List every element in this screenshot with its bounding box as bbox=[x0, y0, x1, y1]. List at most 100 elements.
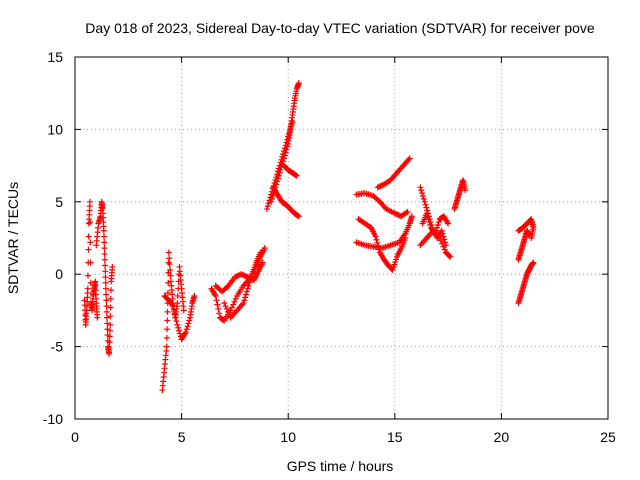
data-point bbox=[232, 295, 239, 302]
data-point bbox=[191, 292, 198, 299]
series-arc-19 bbox=[451, 177, 469, 213]
data-point bbox=[447, 253, 454, 260]
data-point bbox=[423, 204, 430, 211]
x-tick-label: 15 bbox=[387, 429, 403, 445]
data-point bbox=[102, 279, 109, 286]
data-point bbox=[241, 297, 248, 304]
data-point bbox=[246, 279, 253, 286]
data-point bbox=[438, 227, 445, 234]
data-point bbox=[446, 252, 453, 259]
data-point bbox=[435, 219, 442, 226]
data-point bbox=[418, 187, 425, 194]
data-point bbox=[100, 227, 107, 234]
data-point bbox=[287, 124, 294, 131]
data-point bbox=[107, 321, 114, 328]
data-point bbox=[425, 216, 432, 223]
data-point bbox=[186, 317, 193, 324]
data-point bbox=[106, 339, 113, 346]
data-point bbox=[441, 246, 448, 253]
data-point bbox=[222, 303, 229, 310]
data-point bbox=[106, 327, 113, 334]
data-point bbox=[109, 263, 116, 270]
series-arc-1 bbox=[81, 198, 101, 328]
data-point bbox=[164, 317, 171, 324]
data-point bbox=[373, 236, 380, 243]
data-point bbox=[376, 246, 383, 253]
data-point bbox=[167, 272, 174, 279]
y-tick-label: 5 bbox=[55, 194, 63, 210]
series-arc-4 bbox=[161, 292, 198, 343]
data-point bbox=[248, 274, 255, 281]
data-point bbox=[271, 179, 278, 186]
series-arc-3 bbox=[159, 249, 187, 394]
data-point bbox=[87, 219, 94, 226]
data-point bbox=[257, 249, 264, 256]
x-tick-label: 20 bbox=[494, 429, 510, 445]
data-point bbox=[426, 219, 433, 226]
data-point bbox=[277, 159, 284, 166]
data-point bbox=[169, 301, 176, 308]
data-point bbox=[164, 308, 171, 315]
data-point bbox=[295, 80, 302, 87]
data-point bbox=[167, 266, 174, 273]
data-point bbox=[102, 262, 109, 269]
data-point bbox=[286, 127, 293, 134]
plot-frame bbox=[74, 56, 609, 420]
data-point bbox=[427, 221, 434, 228]
x-tick-label: 10 bbox=[280, 429, 296, 445]
data-point bbox=[86, 198, 93, 205]
data-point bbox=[462, 187, 469, 194]
data-point bbox=[102, 285, 109, 292]
data-point bbox=[261, 245, 268, 252]
data-point bbox=[267, 194, 274, 201]
series-arc-2 bbox=[93, 198, 116, 357]
data-point bbox=[103, 303, 110, 310]
data-point bbox=[163, 343, 170, 350]
x-tick-label: 5 bbox=[178, 429, 186, 445]
chart-title: Day 018 of 2023, Sidereal Day-to-day VTE… bbox=[85, 20, 595, 36]
data-point bbox=[103, 297, 110, 304]
data-point bbox=[440, 233, 447, 240]
data-point bbox=[84, 285, 91, 292]
data-point bbox=[403, 209, 410, 216]
data-point bbox=[176, 330, 183, 337]
data-point bbox=[175, 324, 182, 331]
x-axis-label: GPS time / hours bbox=[287, 458, 394, 474]
y-tick-label: 0 bbox=[55, 266, 63, 282]
data-points bbox=[81, 80, 537, 394]
data-point bbox=[374, 239, 381, 246]
data-point bbox=[393, 256, 400, 263]
data-point bbox=[106, 333, 113, 340]
grid bbox=[75, 57, 608, 419]
data-point bbox=[214, 301, 221, 308]
data-point bbox=[420, 195, 427, 202]
data-point bbox=[107, 313, 114, 320]
data-point bbox=[163, 334, 170, 341]
data-point bbox=[265, 200, 272, 207]
series-arc-15 bbox=[374, 155, 413, 191]
data-point bbox=[272, 177, 279, 184]
data-point bbox=[242, 291, 249, 298]
data-point bbox=[419, 193, 426, 200]
series-arc-12 bbox=[353, 190, 411, 220]
series-arc-18 bbox=[417, 227, 454, 260]
x-tick-label: 0 bbox=[71, 429, 79, 445]
data-point bbox=[103, 291, 110, 298]
data-point bbox=[439, 230, 446, 237]
data-point bbox=[392, 259, 399, 266]
data-point bbox=[274, 168, 281, 175]
data-point bbox=[171, 310, 178, 317]
data-point bbox=[102, 268, 109, 275]
data-point bbox=[288, 122, 295, 129]
data-point bbox=[242, 294, 249, 301]
data-point bbox=[102, 274, 109, 281]
series-arc-21 bbox=[515, 227, 533, 263]
data-point bbox=[231, 298, 238, 305]
data-point bbox=[391, 261, 398, 268]
data-point bbox=[280, 151, 287, 158]
data-point bbox=[170, 303, 177, 310]
y-tick-label: -5 bbox=[51, 339, 64, 355]
data-point bbox=[408, 213, 415, 220]
data-point bbox=[285, 133, 292, 140]
